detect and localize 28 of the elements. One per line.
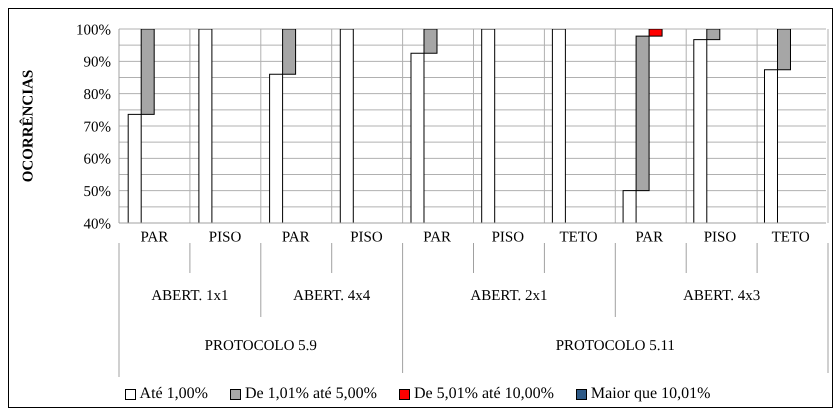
x-tick-label: PAR xyxy=(635,230,664,246)
x-tick-label: TETO xyxy=(560,230,598,246)
x-tick-label: PISO xyxy=(492,230,524,246)
text: ABERT. 1x1 xyxy=(151,288,228,304)
x-tick-label: PISO xyxy=(208,230,242,246)
x-tick-label: PAR xyxy=(282,230,310,246)
x-tick-label: TETO xyxy=(772,230,810,246)
y-tick-label: 40% xyxy=(84,216,111,232)
x-tick-label: PISO xyxy=(350,230,383,246)
y-tick-label: 60% xyxy=(84,152,111,168)
y-tick-label: 80% xyxy=(84,86,111,103)
y-tick-label: 100% xyxy=(76,22,111,38)
y-tick-label: 70% xyxy=(84,119,111,136)
x-tick-label: PAR xyxy=(140,230,168,246)
y-axis-title: OCORRÊNCIAS xyxy=(18,70,36,182)
legend-label: De 5,01% até 10,00% xyxy=(414,385,554,403)
text: ABERT. 4x4 xyxy=(293,288,371,304)
x-tick-label: PISO xyxy=(704,230,736,246)
x-tick-label: PAR xyxy=(423,230,452,246)
y-tick-label: 50% xyxy=(84,184,111,200)
text: ABERT. 2x1 xyxy=(470,288,548,304)
legend-label: De 1,01% até 5,00% xyxy=(244,385,377,403)
y-tick-label: 90% xyxy=(84,54,111,71)
text: ABERT. 4x3 xyxy=(683,288,760,304)
legend-label: Maior que 10,01% xyxy=(590,385,710,403)
text: PROTOCOLO 5.9 xyxy=(204,338,317,354)
legend-label: Até 1,00% xyxy=(140,385,208,403)
text: PROTOCOLO 5.11 xyxy=(556,338,675,354)
